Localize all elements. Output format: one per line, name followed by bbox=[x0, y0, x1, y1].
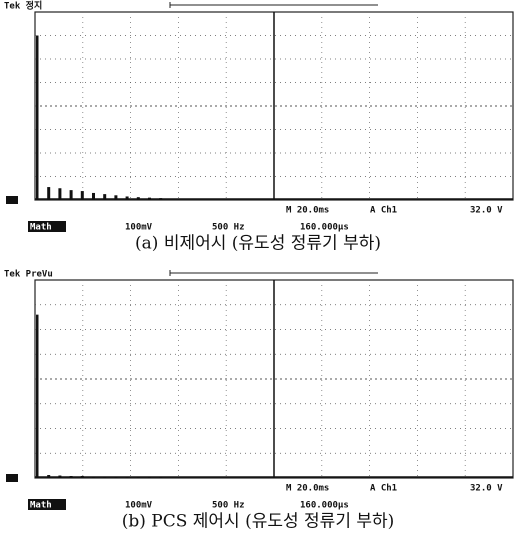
scale: 100mV bbox=[125, 501, 153, 511]
caption: (a) 비제어시 (유도성 정류기 부하) bbox=[135, 234, 381, 254]
span: 500 Hz bbox=[212, 223, 245, 233]
caption: (b) PCS 제어시 (유도성 정류기 부하) bbox=[122, 512, 395, 532]
trigger: A Ch1 bbox=[370, 206, 397, 216]
level: 32.0 V bbox=[470, 206, 503, 216]
level: 32.0 V bbox=[470, 484, 503, 494]
ref-marker bbox=[6, 196, 18, 204]
source: Math bbox=[30, 223, 52, 233]
position: 160.000µs bbox=[300, 501, 349, 511]
status: Tek PreVu bbox=[4, 270, 53, 280]
ref-marker bbox=[6, 474, 18, 482]
source: Math bbox=[30, 501, 52, 511]
scale: 100mV bbox=[125, 223, 153, 233]
timebase: M 20.0ms bbox=[286, 206, 329, 216]
harmonic-spike bbox=[36, 36, 39, 201]
harmonic-spike bbox=[36, 315, 39, 478]
figure: Tek 정지 M 20.0ms A Ch1 32.0 V Math 100mV 500 Hz… bbox=[0, 0, 516, 544]
harmonic-spike bbox=[58, 188, 61, 200]
position: 160.000µs bbox=[300, 223, 349, 233]
span: 500 Hz bbox=[212, 501, 245, 511]
status: Tek 정지 bbox=[4, 0, 42, 12]
harmonic-spike bbox=[47, 187, 50, 200]
timebase: M 20.0ms bbox=[286, 484, 329, 494]
trigger: A Ch1 bbox=[370, 484, 397, 494]
